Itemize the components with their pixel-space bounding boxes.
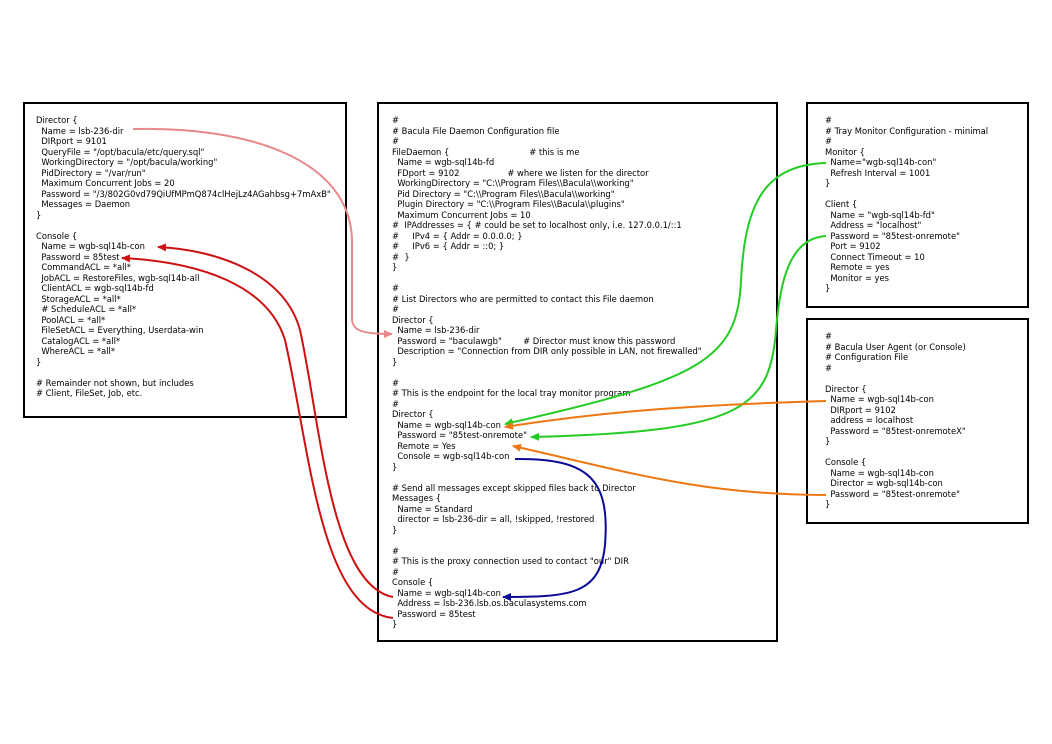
console-config-text: # # Bacula User Agent (or Console) # Con… (825, 331, 966, 509)
traymonitor-config-box (806, 102, 1029, 308)
filedaemon-config-text: # # Bacula File Daemon Configuration fil… (392, 115, 702, 629)
console-config-box (806, 318, 1029, 524)
director-config-text: Director { Name = lsb-236-dir DIRport = … (36, 115, 331, 398)
traymonitor-config-text: # # Tray Monitor Configuration - minimal… (825, 115, 989, 293)
